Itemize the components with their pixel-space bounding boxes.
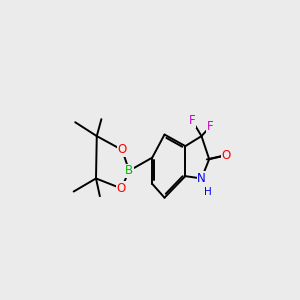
- Text: H: H: [204, 187, 212, 196]
- Text: N: N: [197, 172, 206, 185]
- Text: O: O: [117, 182, 126, 195]
- Text: F: F: [189, 114, 196, 127]
- Text: F: F: [207, 120, 213, 134]
- Text: B: B: [125, 164, 133, 177]
- Text: O: O: [118, 143, 127, 157]
- Text: O: O: [221, 149, 231, 162]
